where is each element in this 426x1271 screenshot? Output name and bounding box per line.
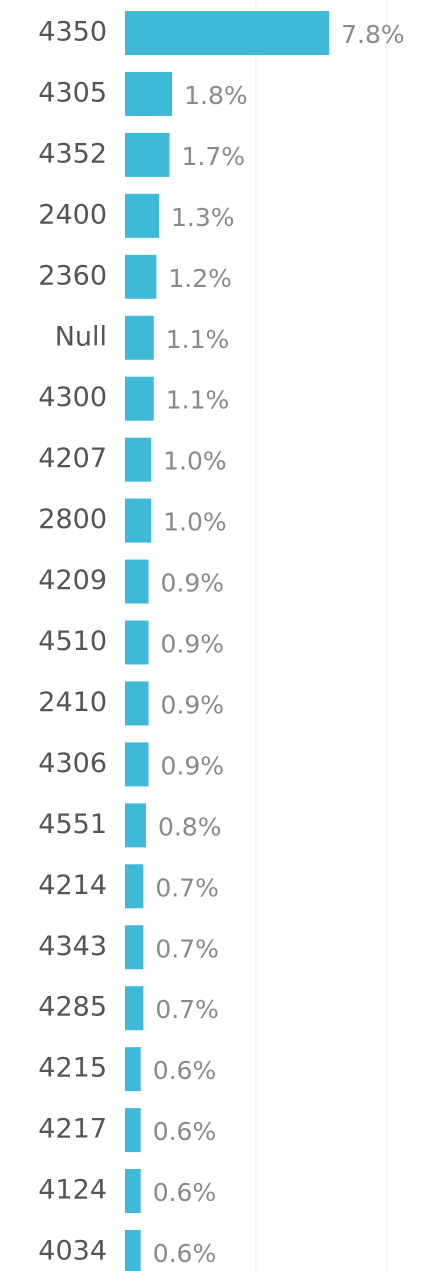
category-label: 4034: [38, 1236, 107, 1267]
category-label: 4300: [38, 382, 107, 413]
value-label: 0.9%: [161, 569, 225, 598]
category-label: 4510: [38, 626, 107, 657]
value-label: 1.1%: [166, 386, 230, 415]
bar: [125, 498, 152, 543]
category-label: 4217: [38, 1114, 107, 1145]
value-label: 1.3%: [171, 203, 235, 232]
category-label: Null: [55, 321, 107, 352]
value-label: 7.8%: [341, 20, 405, 49]
bar: [125, 71, 173, 116]
category-label: 4551: [38, 809, 107, 840]
category-label: 4350: [38, 17, 107, 48]
category-label: 4209: [38, 565, 107, 596]
value-label: 0.7%: [155, 873, 219, 902]
bar: [125, 620, 149, 665]
category-label: 4306: [38, 748, 107, 779]
bar: [125, 681, 149, 726]
bar: [125, 1230, 141, 1271]
category-label: 4124: [38, 1175, 107, 1206]
category-label: 2410: [38, 687, 107, 718]
value-label: 1.8%: [184, 81, 248, 110]
value-label: 0.9%: [161, 751, 225, 780]
category-label: 4207: [38, 443, 107, 474]
value-label: 0.6%: [153, 1117, 217, 1146]
value-label: 0.6%: [153, 1056, 217, 1085]
bar: [125, 11, 330, 55]
bar: [125, 132, 170, 177]
bar: [125, 254, 157, 299]
category-label: 2800: [38, 504, 107, 535]
value-label: 0.9%: [161, 690, 225, 719]
value-label: 1.2%: [168, 264, 232, 293]
value-label: 0.7%: [155, 934, 219, 963]
category-label: 4305: [38, 77, 107, 108]
bar: [125, 925, 144, 970]
bar: [125, 742, 149, 787]
category-label: 2360: [38, 260, 107, 291]
category-label: 4215: [38, 1053, 107, 1084]
bar: [125, 376, 154, 421]
bar: [125, 986, 144, 1031]
bar: [125, 315, 154, 360]
category-label: 4285: [38, 992, 107, 1023]
value-label: 0.9%: [161, 630, 225, 659]
category-label: 4214: [38, 870, 107, 901]
bar: [125, 1169, 141, 1214]
bar: [125, 193, 160, 238]
category-label: 4343: [38, 931, 107, 962]
bar: [125, 437, 152, 482]
value-label: 1.1%: [166, 325, 230, 354]
value-label: 1.0%: [163, 508, 227, 537]
bar: [125, 1047, 141, 1092]
value-label: 1.7%: [181, 142, 245, 171]
bar: [125, 559, 149, 604]
bar: [125, 864, 144, 909]
value-label: 0.8%: [158, 812, 222, 841]
value-label: 0.6%: [153, 1239, 217, 1268]
bar: [125, 1108, 141, 1153]
value-label: 0.7%: [155, 995, 219, 1024]
value-label: 0.6%: [153, 1178, 217, 1207]
category-label: 4352: [38, 138, 107, 169]
value-label: 1.0%: [163, 447, 227, 476]
category-label: 2400: [38, 199, 107, 230]
bar: [125, 803, 146, 848]
